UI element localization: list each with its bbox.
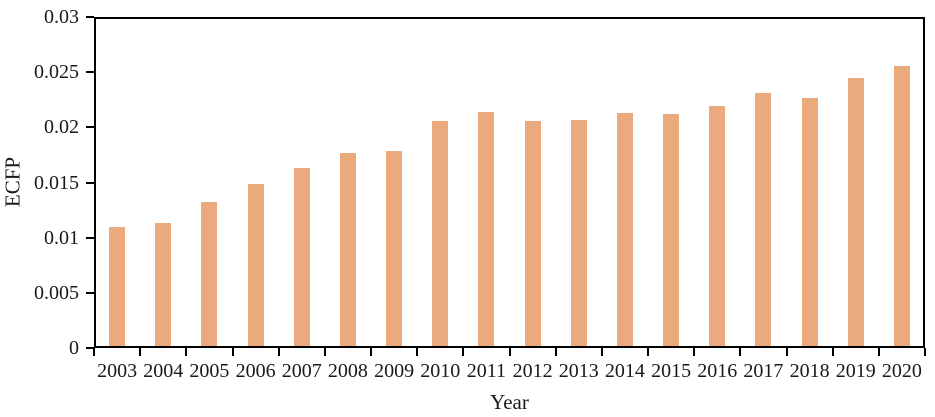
- y-tick-label: 0: [69, 337, 79, 359]
- x-category-label: 2017: [743, 360, 784, 382]
- bar: [663, 114, 680, 346]
- x-category-label: 2011: [466, 360, 507, 382]
- bar: [109, 226, 126, 346]
- y-tick-mark: [86, 181, 94, 184]
- y-tick-mark: [86, 126, 94, 129]
- x-category-label: 2006: [235, 360, 276, 382]
- x-tick-mark: [416, 348, 419, 356]
- bar: [709, 106, 726, 346]
- bar: [570, 119, 587, 346]
- plot-area: [94, 17, 925, 348]
- x-category-label: 2019: [835, 360, 876, 382]
- x-tick-mark: [831, 348, 834, 356]
- bar: [386, 150, 403, 346]
- bar: [616, 112, 633, 346]
- bar: [847, 77, 864, 346]
- x-category-label: 2004: [143, 360, 184, 382]
- bar: [755, 93, 772, 346]
- bar: [201, 202, 218, 346]
- x-category-label: 2014: [604, 360, 645, 382]
- x-tick-mark: [231, 348, 234, 356]
- x-tick-mark: [462, 348, 465, 356]
- bar: [155, 223, 172, 346]
- x-tick-mark: [508, 348, 511, 356]
- x-category-label: 2020: [881, 360, 922, 382]
- x-category-label: 2018: [789, 360, 830, 382]
- x-axis-title: Year: [490, 390, 529, 414]
- bar: [432, 120, 449, 346]
- bar: [478, 111, 495, 346]
- x-tick-mark: [554, 348, 557, 356]
- bar: [293, 168, 310, 346]
- x-tick-mark: [370, 348, 372, 356]
- y-tick-label: 0.03: [44, 6, 79, 28]
- bar: [524, 120, 541, 346]
- x-tick-mark: [185, 348, 188, 356]
- x-tick-mark: [693, 348, 696, 356]
- x-tick-mark: [647, 348, 649, 356]
- x-tick-mark: [785, 348, 788, 356]
- x-category-label: 2003: [97, 360, 138, 382]
- x-category-label: 2013: [558, 360, 599, 382]
- y-tick-mark: [86, 291, 94, 294]
- y-tick-label: 0.015: [34, 171, 79, 194]
- x-tick-mark: [924, 348, 926, 356]
- x-category-label: 2009: [374, 360, 415, 382]
- y-tick-label: 0.02: [44, 116, 79, 139]
- x-category-label: 2015: [651, 360, 692, 382]
- y-tick-mark: [86, 347, 94, 349]
- x-tick-mark: [877, 348, 880, 356]
- x-tick-mark: [739, 348, 742, 356]
- x-tick-mark: [139, 348, 142, 356]
- y-tick-mark: [86, 236, 94, 239]
- bar: [801, 97, 818, 346]
- bar: [247, 183, 264, 346]
- y-tick-label: 0.005: [34, 281, 79, 304]
- x-category-label: 2007: [281, 360, 322, 382]
- y-tick-label: 0.025: [34, 61, 79, 84]
- bar: [339, 152, 356, 346]
- x-tick-mark: [600, 348, 603, 356]
- x-tick-mark: [323, 348, 326, 356]
- x-category-label: 2010: [420, 360, 461, 382]
- x-category-label: 2016: [697, 360, 738, 382]
- y-tick-mark: [86, 71, 94, 74]
- x-tick-mark: [93, 348, 95, 356]
- y-tick-mark: [86, 16, 94, 18]
- bar: [893, 65, 910, 346]
- x-category-label: 2005: [189, 360, 230, 382]
- x-category-label: 2008: [327, 360, 368, 382]
- x-tick-mark: [277, 348, 280, 356]
- x-category-label: 2012: [512, 360, 553, 382]
- y-tick-label: 0.01: [44, 226, 79, 249]
